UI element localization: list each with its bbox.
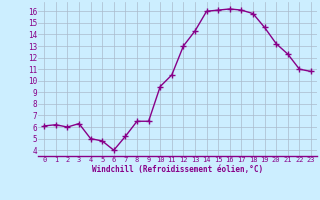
X-axis label: Windchill (Refroidissement éolien,°C): Windchill (Refroidissement éolien,°C) (92, 165, 263, 174)
